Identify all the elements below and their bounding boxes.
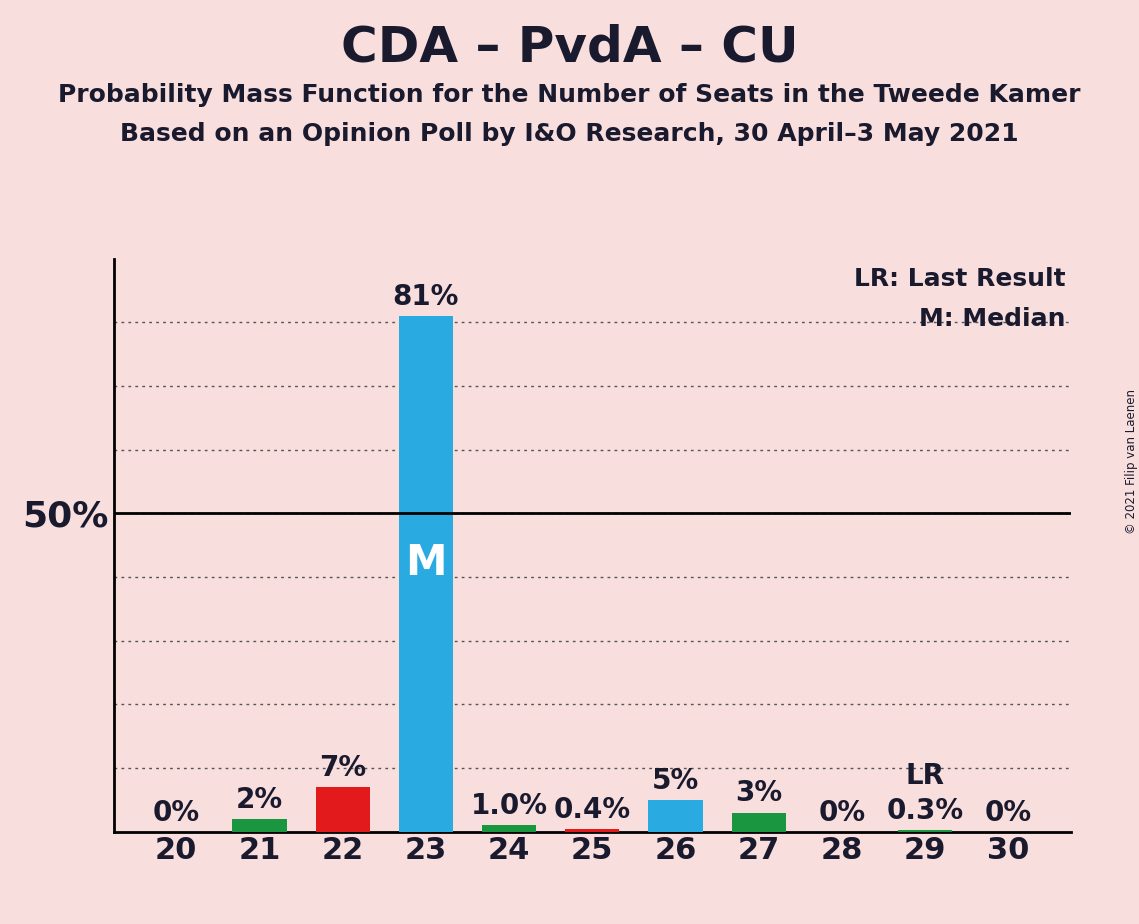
Text: 0%: 0%	[985, 798, 1032, 826]
Text: CDA – PvdA – CU: CDA – PvdA – CU	[341, 23, 798, 71]
Text: M: Median: M: Median	[919, 308, 1066, 332]
Bar	[399, 316, 453, 832]
Text: 5%: 5%	[652, 767, 699, 795]
Bar	[898, 830, 952, 832]
Bar	[731, 812, 786, 832]
Text: Probability Mass Function for the Number of Seats in the Tweede Kamer: Probability Mass Function for the Number…	[58, 83, 1081, 107]
Text: M: M	[405, 542, 446, 585]
Bar	[648, 800, 703, 832]
Text: 81%: 81%	[393, 283, 459, 310]
Bar	[232, 819, 287, 832]
Text: 2%: 2%	[236, 785, 284, 814]
Bar	[565, 829, 620, 832]
Text: LR: Last Result: LR: Last Result	[854, 267, 1066, 291]
Text: 7%: 7%	[319, 754, 367, 782]
Text: © 2021 Filip van Laenen: © 2021 Filip van Laenen	[1124, 390, 1138, 534]
Bar	[482, 825, 536, 832]
Text: 0.4%: 0.4%	[554, 796, 631, 824]
Text: Based on an Opinion Poll by I&O Research, 30 April–3 May 2021: Based on an Opinion Poll by I&O Research…	[121, 122, 1018, 146]
Text: 0%: 0%	[818, 798, 866, 826]
Bar	[316, 787, 370, 832]
Text: 1.0%: 1.0%	[470, 792, 548, 821]
Text: LR: LR	[906, 762, 944, 790]
Text: 0%: 0%	[153, 798, 199, 826]
Text: 0.3%: 0.3%	[886, 796, 964, 824]
Text: 3%: 3%	[735, 780, 782, 808]
